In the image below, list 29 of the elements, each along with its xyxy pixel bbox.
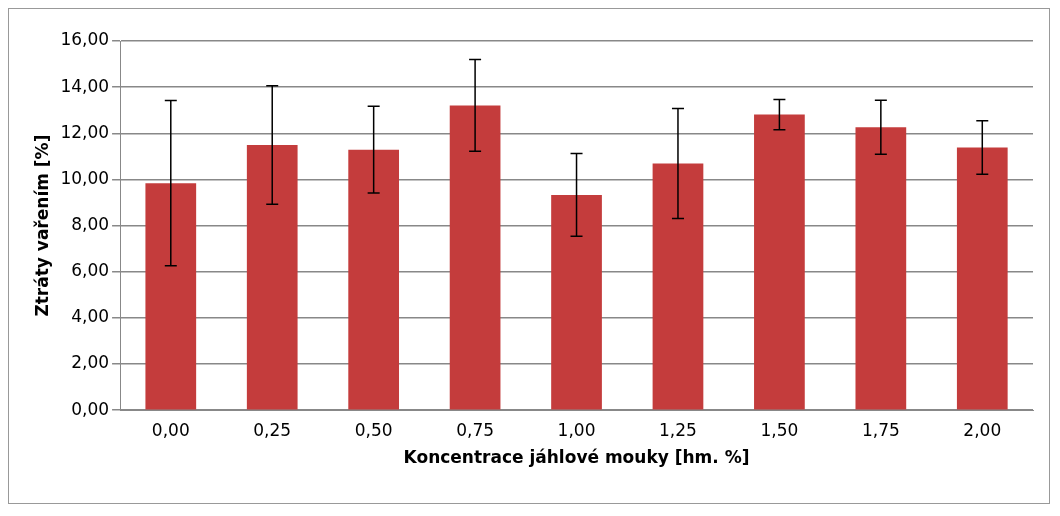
x-tick-label: 0,25 (253, 419, 292, 440)
bar (855, 127, 907, 410)
y-tick-label: 10,00 (60, 167, 110, 188)
x-tick-label: 1,50 (760, 419, 799, 440)
y-tick-label: 0,00 (71, 398, 110, 419)
y-tick-label: 14,00 (60, 75, 110, 96)
y-tick-label: 2,00 (71, 352, 110, 373)
bar (551, 194, 602, 410)
x-tick-label: 0,50 (354, 419, 393, 440)
bar (449, 105, 501, 410)
bar (652, 163, 704, 410)
y-tick-label: 16,00 (60, 29, 110, 50)
x-tick-label: 1,25 (659, 419, 697, 440)
bar (956, 147, 1008, 410)
y-tick-label: 4,00 (71, 306, 110, 327)
y-tick-label: 8,00 (71, 214, 110, 235)
x-tick-label: 0,75 (456, 419, 495, 440)
y-tick-label: 12,00 (60, 121, 110, 142)
x-tick-label: 1,00 (557, 419, 596, 440)
bar (145, 183, 197, 410)
x-tick-label: 1,75 (861, 419, 900, 440)
bar (754, 114, 805, 410)
bar (348, 149, 400, 410)
x-tick-label: 2,00 (963, 419, 1002, 440)
y-axis-title: Ztráty vařením [%] (31, 134, 52, 317)
y-tick-label: 6,00 (71, 260, 110, 281)
x-tick-label: 0,00 (151, 419, 190, 440)
bar (246, 145, 298, 410)
x-axis-title: Koncentrace jáhlové mouky [hm. %] (403, 447, 750, 468)
